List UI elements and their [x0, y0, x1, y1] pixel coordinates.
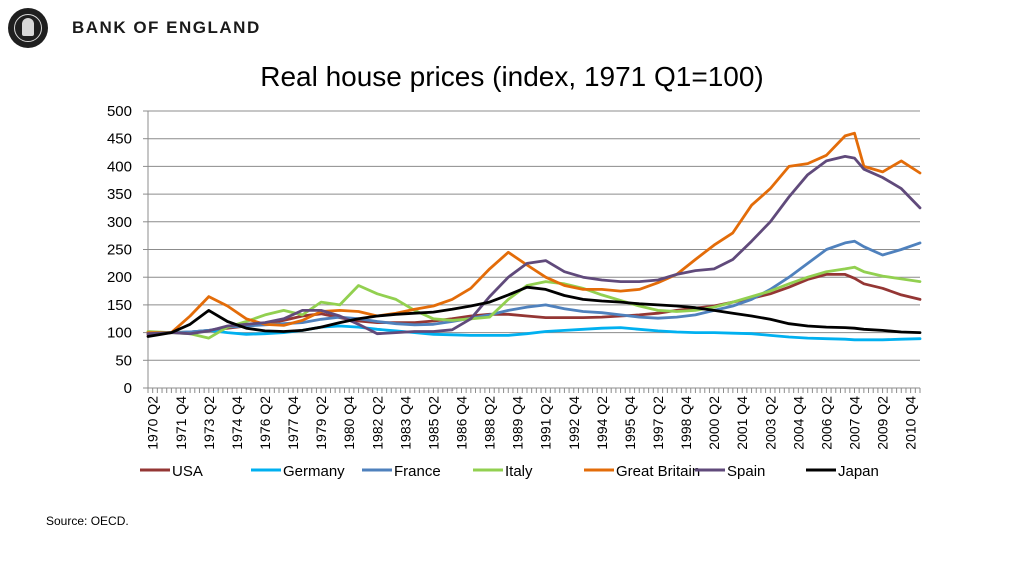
series-lines — [146, 131, 922, 342]
x-tick-label: 1977 Q4 — [285, 396, 301, 450]
legend-label: Germany — [283, 463, 345, 480]
x-tick-label: 1982 Q2 — [369, 396, 385, 450]
x-tick-label: 1994 Q2 — [594, 396, 610, 450]
x-tick-label: 2003 Q2 — [762, 396, 778, 450]
x-tick-label: 1983 Q4 — [397, 396, 413, 450]
series-line — [146, 131, 922, 335]
x-tick-label: 1976 Q2 — [257, 396, 273, 450]
y-tick-label: 150 — [107, 297, 132, 314]
x-tick-label: 1998 Q4 — [678, 396, 694, 450]
legend-label: Great Britain — [616, 463, 700, 480]
chart-title: Real house prices (index, 1971 Q1=100) — [260, 61, 764, 92]
series-line — [146, 239, 922, 335]
x-tick-label: 2004 Q4 — [790, 396, 806, 450]
y-tick-label: 200 — [107, 269, 132, 286]
y-tick-label: 500 — [107, 103, 132, 120]
x-tick-label: 1970 Q2 — [145, 396, 161, 450]
x-tick-label: 1989 Q4 — [510, 396, 526, 450]
bank-header: BANK OF ENGLAND — [8, 8, 261, 48]
y-tick-label: 100 — [107, 325, 132, 342]
legend-label: France — [394, 463, 441, 480]
legend-label: USA — [172, 463, 203, 480]
series-line — [146, 265, 922, 340]
legend: USA Germany France Italy Great Britain Spain J… — [140, 463, 879, 480]
x-tick-label: 1991 Q2 — [538, 396, 554, 450]
series-line — [146, 154, 922, 336]
x-tick-label: 1992 Q4 — [566, 396, 582, 450]
x-tick-label: 1997 Q2 — [650, 396, 666, 450]
y-tick-label: 300 — [107, 214, 132, 231]
org-name: BANK OF ENGLAND — [72, 18, 261, 37]
y-tick-label: 450 — [107, 131, 132, 148]
x-tick-label: 2010 Q4 — [903, 396, 919, 450]
x-tick-label: 2007 Q4 — [846, 396, 862, 450]
bank-seal-logo — [8, 8, 48, 48]
y-tick-label: 350 — [107, 186, 132, 203]
source-note: Source: OECD. — [46, 514, 129, 528]
x-tick-label: 1986 Q4 — [453, 396, 469, 450]
x-tick-label: 1979 Q2 — [313, 396, 329, 450]
x-tick-label: 1980 Q4 — [341, 396, 357, 450]
x-tick-label: 1985 Q2 — [425, 396, 441, 450]
legend-label: Spain — [727, 463, 765, 480]
series-line — [146, 272, 922, 337]
y-tick-label: 400 — [107, 158, 132, 175]
x-tick-label: 2009 Q2 — [875, 396, 891, 450]
y-tick-label: 0 — [124, 380, 132, 397]
x-tick-label: 1995 Q4 — [622, 396, 638, 450]
x-tick-label: 1974 Q4 — [229, 396, 245, 450]
legend-label: Japan — [838, 463, 879, 480]
y-axis: 0 50 100 150 200 250 300 350 400 450 500 — [107, 103, 149, 397]
x-tick-label: 1988 Q2 — [482, 396, 498, 450]
x-tick-label: 2006 Q2 — [818, 396, 834, 450]
y-tick-label: 250 — [107, 242, 132, 259]
series-line — [146, 285, 922, 338]
x-tick-label: 1973 Q2 — [201, 396, 217, 450]
x-tick-label: 1971 Q4 — [173, 396, 189, 450]
x-tick-label: 2001 Q4 — [734, 396, 750, 450]
x-axis: 1970 Q2 1971 Q4 1973 Q2 1974 Q4 1976 Q2 1977 … — [145, 387, 921, 450]
legend-label: Italy — [505, 463, 533, 480]
y-tick-label: 50 — [115, 352, 132, 369]
x-tick-label: 2000 Q2 — [706, 396, 722, 450]
